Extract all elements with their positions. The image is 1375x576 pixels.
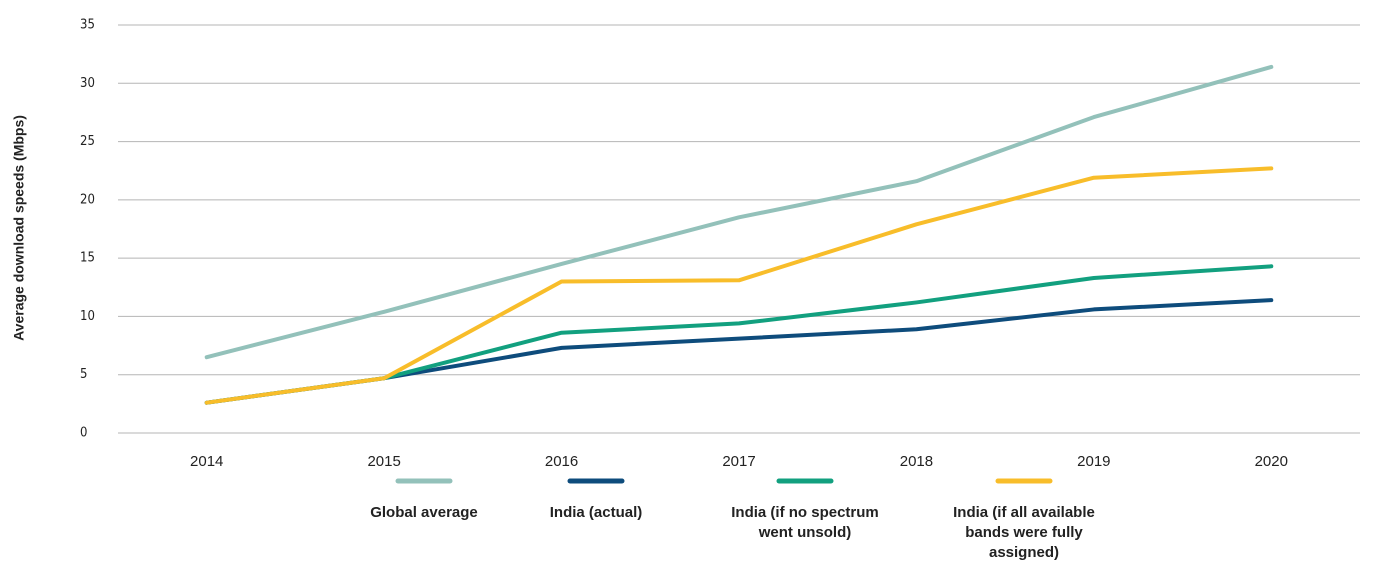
x-tick-label: 2014 [190,453,223,470]
x-tick-label: 2017 [722,453,755,470]
y-tick-label: 35 [80,18,95,33]
legend-label: Global average [370,504,478,521]
x-tick-label: 2016 [545,453,578,470]
y-tick-label: 20 [80,192,95,207]
x-tick-label: 2015 [367,453,400,470]
y-tick-label: 10 [80,309,95,324]
y-axis-label: Average download speeds (Mbps) [11,115,27,341]
series-line [204,166,1274,405]
legend-label: India (if all available bands were fully… [953,504,1095,561]
y-tick-label: 25 [80,134,95,149]
x-tick-label: 2020 [1255,453,1288,470]
x-tick-label: 2019 [1077,453,1110,470]
series-line [204,64,1274,360]
y-tick-label: 0 [80,426,87,441]
y-tick-label: 30 [80,76,95,91]
legend-label: India (if no spectrum went unsold) [731,504,879,541]
y-tick-label: 15 [80,251,95,266]
y-tick-label: 5 [80,367,87,382]
x-tick-label: 2018 [900,453,933,470]
legend-label: India (actual) [549,504,643,521]
